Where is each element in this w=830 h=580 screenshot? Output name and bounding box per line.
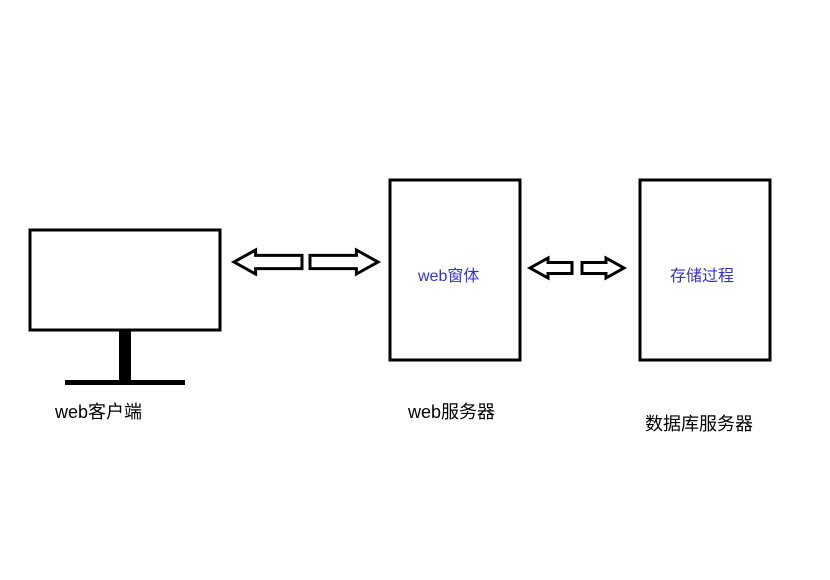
client-label: web客户端 bbox=[55, 398, 142, 424]
diagram-svg bbox=[0, 0, 830, 575]
dbserver-label: 数据库服务器 bbox=[645, 410, 753, 436]
webserver-inner-label: web窗体 bbox=[418, 262, 479, 286]
dbserver-inner-label: 存储过程 bbox=[670, 262, 734, 286]
webserver-label: web服务器 bbox=[408, 398, 495, 424]
architecture-diagram: web客户端 web窗体 web服务器 存储过程数据库服务器 bbox=[0, 0, 830, 575]
